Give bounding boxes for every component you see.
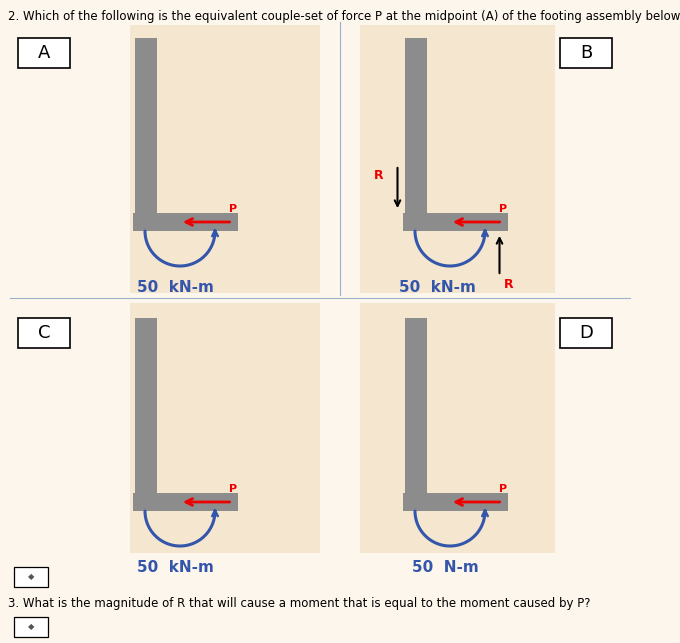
Bar: [18, 38, 70, 68]
Bar: [405, 318, 426, 493]
Bar: [135, 38, 156, 213]
Bar: [14, 567, 48, 587]
Bar: [405, 38, 426, 213]
Bar: [18, 318, 70, 348]
Text: P: P: [498, 204, 507, 214]
Bar: [360, 303, 555, 553]
Bar: [403, 493, 507, 511]
Text: R: R: [374, 169, 384, 182]
Bar: [14, 617, 48, 637]
Bar: [560, 318, 612, 348]
Bar: [133, 493, 237, 511]
Bar: [560, 38, 612, 68]
Bar: [130, 25, 320, 293]
Text: P: P: [228, 204, 237, 214]
Text: 2. Which of the following is the equivalent couple-set of force P at the midpoin: 2. Which of the following is the equival…: [8, 10, 680, 23]
Text: 50  kN-m: 50 kN-m: [137, 560, 214, 575]
Text: P: P: [498, 484, 507, 494]
Text: D: D: [579, 324, 593, 342]
Text: 50  kN-m: 50 kN-m: [137, 280, 214, 295]
Text: B: B: [580, 44, 592, 62]
Text: A: A: [38, 44, 50, 62]
Text: 50  N-m: 50 N-m: [411, 560, 478, 575]
Text: ◆: ◆: [28, 622, 34, 631]
Text: 50  kN-m: 50 kN-m: [398, 280, 475, 295]
Text: 3. What is the magnitude of R that will cause a moment that is equal to the mome: 3. What is the magnitude of R that will …: [8, 597, 590, 610]
Bar: [130, 303, 320, 553]
Bar: [360, 25, 555, 293]
Bar: [135, 318, 156, 493]
Bar: [133, 213, 237, 231]
Text: ◆: ◆: [28, 572, 34, 581]
Bar: [403, 213, 507, 231]
Text: P: P: [228, 484, 237, 494]
Text: R: R: [503, 278, 513, 291]
Text: C: C: [38, 324, 50, 342]
